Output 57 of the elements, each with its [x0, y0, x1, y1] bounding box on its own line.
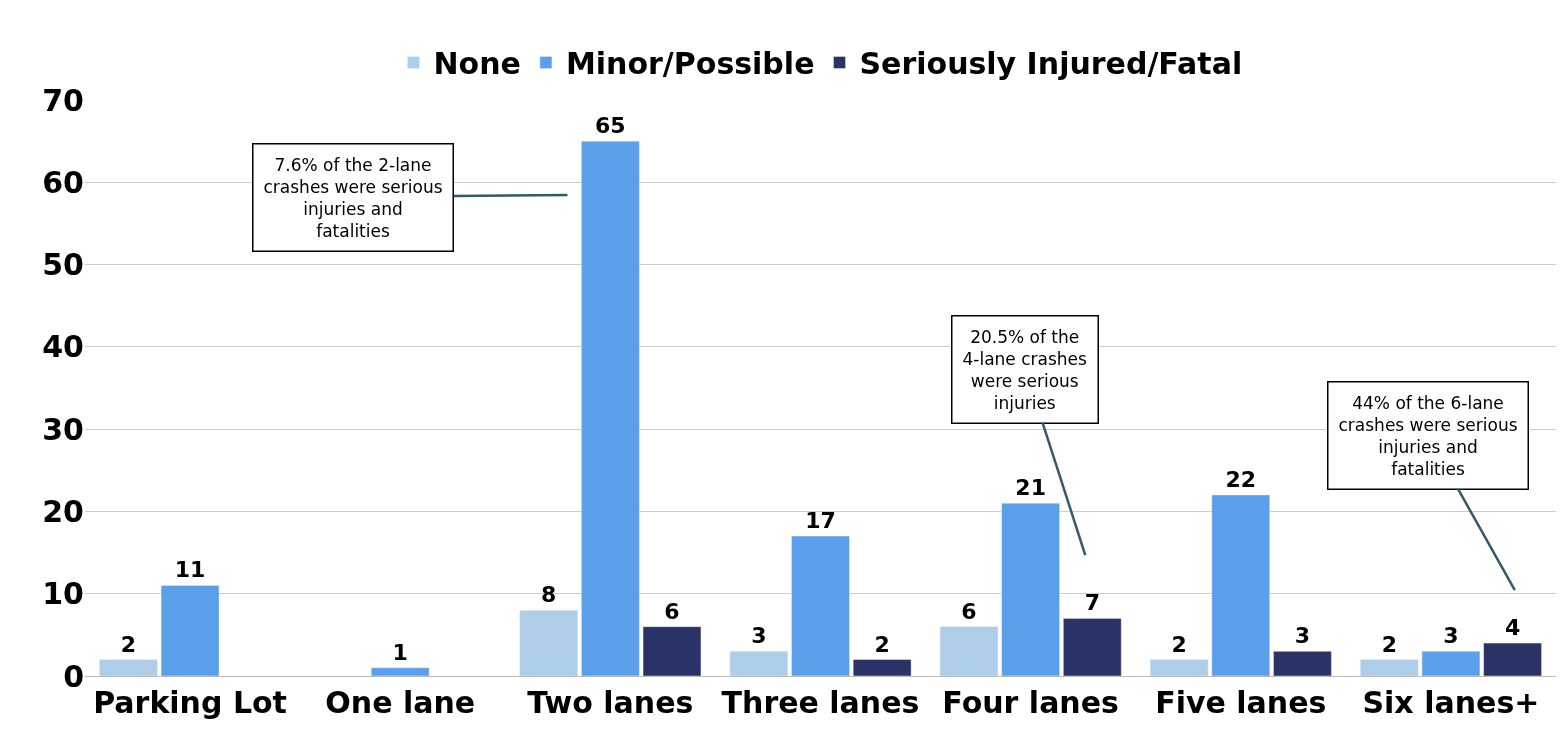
bar [729, 651, 789, 676]
annotation: 44% of the 6-lane crashes were serious injuries and fatalities [1338, 392, 1518, 479]
bar [1483, 642, 1542, 676]
legend-label: Minor/Possible [565, 46, 815, 82]
data-label: 2 [1381, 631, 1397, 657]
data-label: 3 [1294, 623, 1311, 649]
legend-label: None [433, 46, 521, 82]
data-label: 2 [120, 631, 137, 657]
bar [852, 659, 912, 676]
annotation: 20.5% of the 4-lane crashes were serious injuries [962, 326, 1088, 413]
y-tick-label: 20 [42, 493, 84, 529]
data-label: 7 [1084, 590, 1100, 616]
bar [791, 535, 850, 676]
x-tick-label: One lane [325, 685, 476, 720]
x-tick-label: Two lanes [527, 685, 694, 720]
bar [1421, 651, 1481, 676]
data-label: 3 [1443, 623, 1459, 649]
y-tick-label: 40 [42, 329, 84, 365]
data-label: 3 [751, 623, 767, 649]
data-label: 17 [805, 508, 836, 534]
bar [581, 140, 640, 676]
legend-label: Seriously Injured/Fatal [859, 46, 1243, 82]
y-tick-label: 0 [63, 658, 84, 694]
x-tick-label: Three lanes [721, 685, 920, 720]
bar [370, 667, 430, 676]
bar [1273, 651, 1332, 676]
y-tick-label: 70 [42, 82, 84, 118]
data-label: 1 [392, 639, 408, 665]
bar [1211, 494, 1271, 676]
y-tick-label: 60 [42, 164, 84, 200]
bar [1149, 659, 1209, 676]
data-label: 8 [541, 582, 557, 608]
bar [519, 609, 578, 676]
bar [1001, 502, 1060, 676]
bar [160, 585, 220, 676]
y-tick-label: 50 [42, 247, 84, 283]
data-label: 6 [961, 598, 977, 624]
data-label: 2 [874, 631, 890, 657]
data-label: 6 [664, 598, 680, 624]
x-tick-label: Four lanes [942, 685, 1119, 720]
annotation: 7.6% of the 2-lane crashes were serious injuries and fatalities [263, 154, 443, 241]
bar [1063, 618, 1122, 676]
bar [642, 626, 702, 676]
bar [1360, 659, 1419, 676]
x-tick-label: Five lanes [1155, 685, 1327, 720]
bar [99, 659, 158, 676]
data-label: 22 [1225, 466, 1257, 492]
data-label: 2 [1171, 631, 1187, 657]
y-tick-label: 10 [42, 576, 84, 612]
data-label: 11 [174, 557, 206, 583]
data-label: 4 [1504, 615, 1521, 641]
bar [939, 626, 999, 676]
x-tick-label: Parking Lot [93, 685, 287, 720]
data-label: 21 [1015, 475, 1046, 501]
y-tick-label: 30 [42, 411, 84, 447]
x-tick-label: Six lanes+ [1362, 685, 1540, 720]
data-label: 65 [595, 113, 626, 139]
